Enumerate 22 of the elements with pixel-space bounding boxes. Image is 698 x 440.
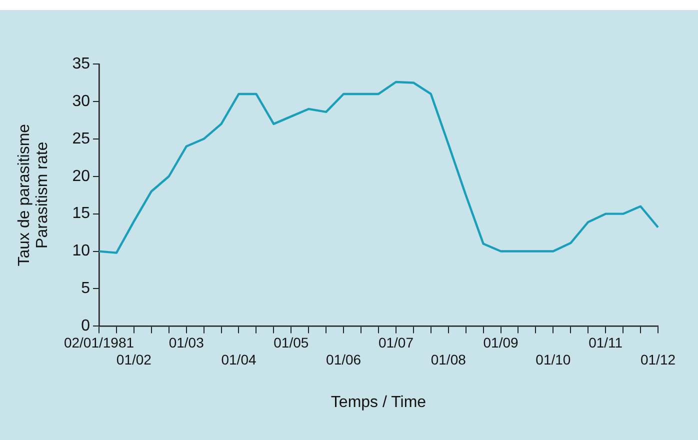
x-tick-label: 01/06 (326, 351, 362, 368)
x-tick-label: 01/08 (430, 351, 466, 368)
y-tick-label: 5 (81, 280, 90, 298)
x-tick-label: 01/10 (536, 351, 571, 368)
x-tick-label: 01/03 (168, 334, 204, 350)
y-tick-label: 30 (72, 92, 90, 110)
y-tick-label: 10 (72, 242, 90, 260)
y-tick-label: 35 (72, 55, 90, 72)
x-tick-label: 01/12 (640, 351, 676, 368)
y-tick-label: 20 (72, 168, 90, 185)
x-tick-label: 01/05 (274, 334, 309, 350)
y-axis-title: Taux de parasitisme Parasitism rate (16, 124, 51, 266)
x-tick-label: 01/07 (378, 334, 414, 350)
y-tick-label: 15 (72, 205, 90, 222)
x-tick-label: 01/04 (221, 351, 256, 368)
x-tick-label: 01/11 (588, 334, 623, 350)
x-tick-label: 01/02 (116, 351, 152, 368)
y-tick-label: 25 (72, 130, 90, 148)
x-axis-title: Temps / Time (330, 394, 426, 411)
x-tick-label: 01/09 (483, 334, 519, 350)
y-tick-label: 0 (81, 318, 90, 335)
x-tick-label: 02/01/1981 (64, 334, 134, 350)
